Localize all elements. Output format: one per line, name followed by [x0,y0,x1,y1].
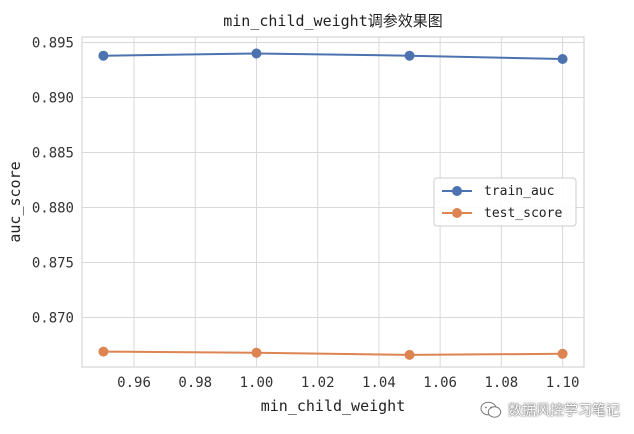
y-tick-label: 0.895 [32,36,74,52]
data-point [404,50,415,61]
data-point [557,54,568,64]
data-point [98,50,109,61]
x-axis-title: min_child_weight [261,397,406,415]
y-tick-label: 0.885 [32,146,74,162]
chart-title: min_child_weight调参效果图 [223,12,443,30]
x-tick-label: 1.00 [240,375,274,391]
legend-marker [452,186,462,196]
series-test-score [98,346,568,360]
legend-label: test_score [484,206,562,221]
legend-item-train-auc: train_auc [442,184,554,199]
y-tick-label: 0.880 [32,201,74,217]
x-tick-label: 1.08 [484,375,518,391]
data-point [251,48,262,59]
x-tick-label: 1.10 [546,375,580,391]
wechat-icon [480,401,502,418]
y-tick-label: 0.890 [32,91,74,107]
y-tick-labels: 0.870 0.875 0.880 0.885 0.890 0.895 [32,36,74,327]
legend-label: train_auc [484,184,554,199]
y-tick-label: 0.875 [32,256,74,272]
y-axis-title: auc_score [6,161,24,242]
x-tick-label: 0.96 [117,375,151,391]
x-tick-label: 0.98 [178,375,212,391]
x-tick-label: 1.06 [423,375,457,391]
data-point [98,346,109,357]
x-tick-label: 1.02 [301,375,335,391]
watermark: 数据风控学习笔记 [480,400,620,420]
data-point [557,348,568,359]
x-tick-labels: 0.96 0.98 1.00 1.02 1.04 1.06 1.08 1.10 [117,375,579,391]
series-layer [98,48,568,360]
data-point [251,347,262,358]
series-line [103,52,563,60]
legend: train_auc test_score [433,177,577,227]
grid [82,37,584,367]
legend-item-test-score: test_score [442,206,562,221]
data-point [404,349,415,360]
x-tick-label: 1.04 [362,375,396,391]
watermark-text: 数据风控学习笔记 [508,403,620,419]
legend-marker [452,208,462,218]
series-train-auc [98,48,568,64]
series-line [103,350,563,356]
y-tick-label: 0.870 [32,311,74,327]
